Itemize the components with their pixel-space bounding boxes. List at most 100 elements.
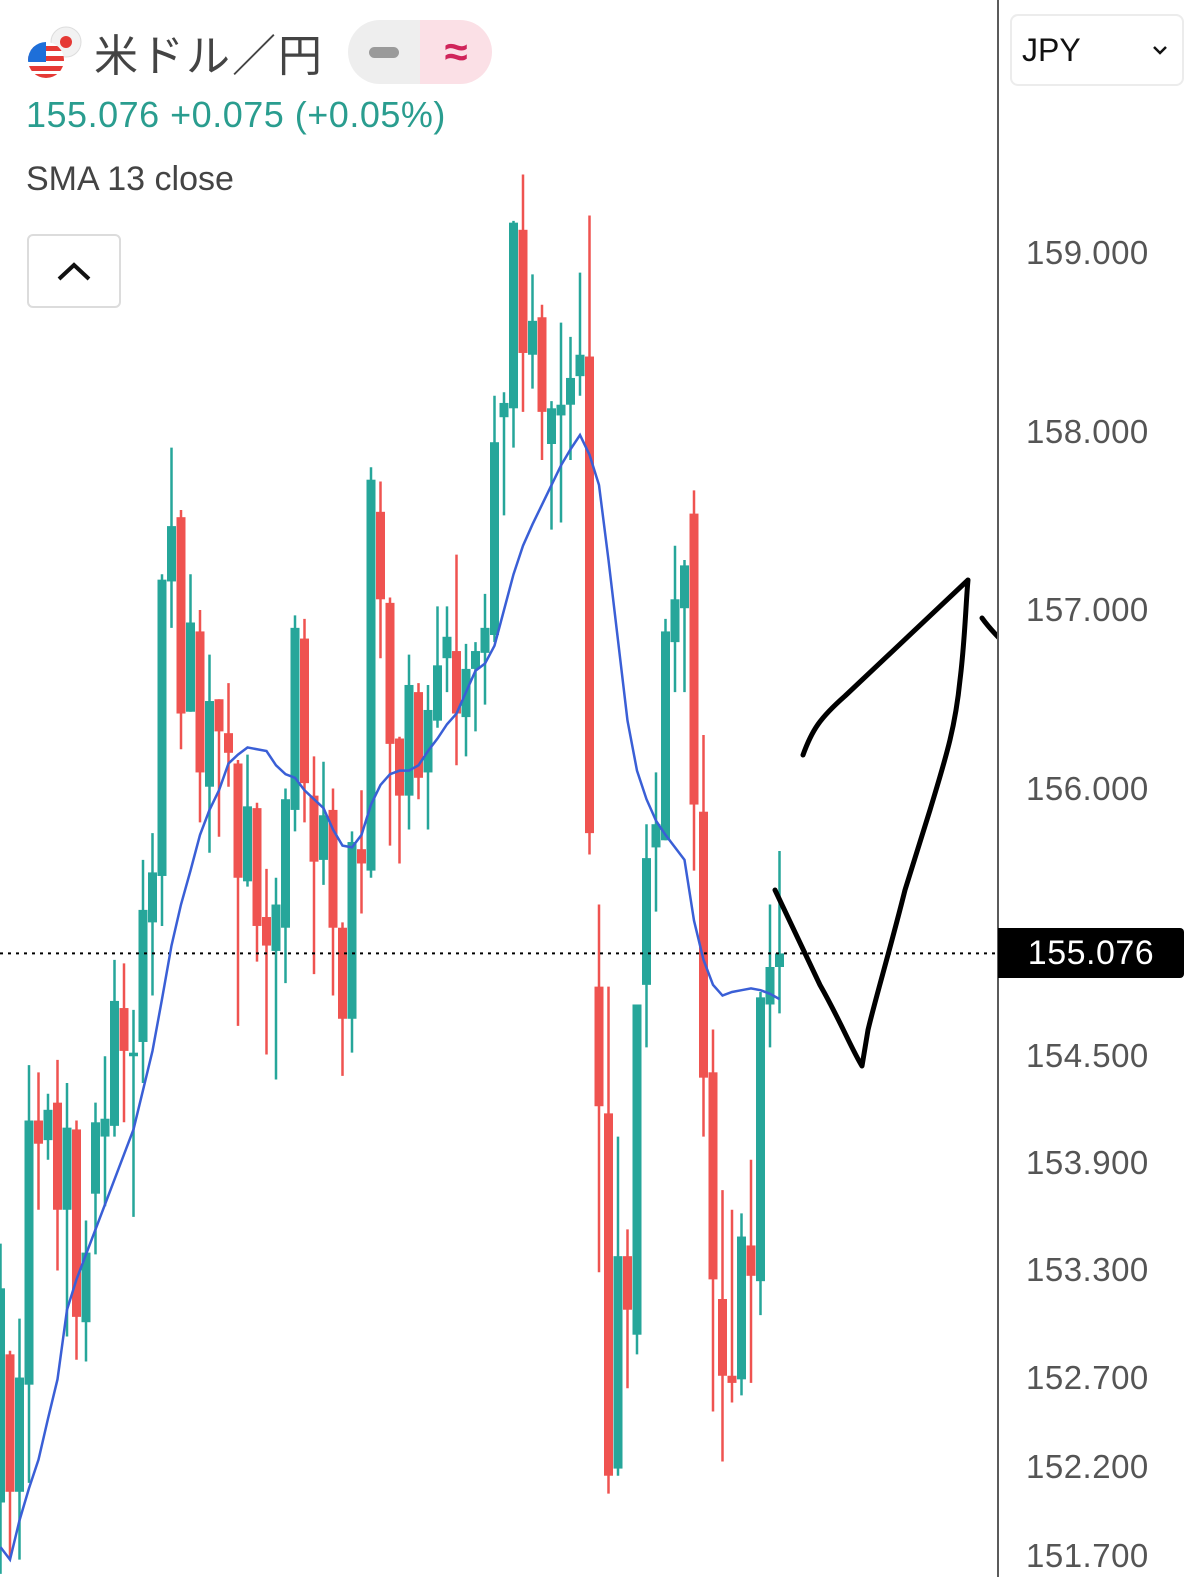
approx-icon[interactable]: ≈ [420,20,492,84]
candle-body [195,631,205,773]
annotation-stroke-tick [979,615,998,641]
candle-body [585,356,594,834]
candle-body [575,354,585,377]
candle-body [395,738,404,796]
candle-down [718,1190,727,1462]
candle-body [746,1245,756,1276]
minus-icon[interactable] [348,20,420,84]
candle-down [727,1209,737,1403]
candle-down [537,304,547,461]
candle-body [233,763,243,878]
candle-up [366,467,376,878]
candle-body [357,849,366,864]
price-axis-tick: 152.700 [1026,1358,1149,1396]
candle-down [309,756,319,975]
hand-drawn-annotation [772,577,998,1069]
candle-down [623,1229,632,1389]
candle-body [499,402,509,418]
candle-body [699,811,708,1078]
candle-body [167,526,176,582]
candle-body [756,997,765,1282]
candle-body [708,1072,718,1280]
candle-body [205,701,214,787]
price-axis-tick: 156.000 [1026,769,1149,807]
candle-down [585,215,594,855]
candle-up [205,654,214,853]
candle-body [727,1375,737,1383]
candle-body [100,1118,110,1137]
mode-toggle[interactable]: ≈ [348,20,492,84]
candle-body [490,442,499,635]
candle-down [195,610,205,823]
candle-up [110,959,119,1137]
candle-body [518,229,528,353]
candle-body [613,1256,623,1469]
candle-body [119,1008,129,1051]
candle-up [737,1213,746,1396]
candle-up [347,831,357,1053]
collapse-legend-button[interactable] [27,234,121,308]
candle-down [262,868,271,1055]
price-axis-tick: 154.500 [1026,1037,1149,1075]
candle-up [680,560,689,693]
price-change: +0.075 [170,94,285,135]
candle-body [157,579,167,876]
indicator-label[interactable]: SMA 13 close [26,160,234,198]
candlestick-chart[interactable] [0,0,998,1577]
candle-down [708,1029,718,1412]
candle-body [680,565,689,609]
annotation-stroke-zigzag [772,577,971,1069]
candle-up [243,754,252,887]
candle-up [157,574,167,926]
candle-down [224,683,233,787]
candle-up [404,654,414,830]
candle-down [252,802,262,962]
candle-down [328,788,338,996]
candle-down [594,904,604,1273]
candle-down [689,490,699,871]
candle-down [233,759,243,1026]
candle-up [566,336,575,461]
candle-up [613,1136,623,1476]
candle-up [148,833,157,996]
candle-body [328,809,338,928]
candle-down [746,1159,756,1383]
price-axis-border [997,0,999,1577]
price-axis-tick: 157.000 [1026,591,1149,628]
candle-body [252,808,262,926]
chevron-up-icon [57,262,91,281]
candle-up [43,1093,53,1160]
candle-down [338,922,347,1076]
candle-up [556,322,566,523]
candle-down [176,510,186,750]
candle-body [72,1129,81,1317]
candle-body [594,986,604,1107]
candle-up [290,615,300,832]
candle-body [34,1120,43,1144]
candle-body [547,408,556,444]
candle-body [452,651,461,714]
candle-body [81,1252,91,1323]
candle-down [376,481,385,659]
candle-down [5,1350,15,1558]
candle-down [414,683,423,800]
candle-body [62,1127,72,1210]
price-axis-tick: 151.700 [1026,1537,1149,1575]
candle-down [395,736,404,864]
candle-body [319,815,328,860]
currency-value: JPY [1022,31,1081,68]
candle-up [499,392,509,516]
currency-select[interactable]: JPY [1010,14,1184,86]
last-price-label: 155.076 [998,928,1184,979]
candle-body [718,1299,727,1376]
candle-body [689,513,699,805]
candle-body [661,631,670,841]
candle-up [271,877,281,1080]
candle-body [138,909,148,1042]
candle-down [214,699,224,837]
candle-up [423,684,433,830]
candle-body [186,622,195,712]
price-axis-tick: 158.000 [1026,412,1149,450]
candle-body [509,222,518,409]
candle-body [604,1113,613,1476]
